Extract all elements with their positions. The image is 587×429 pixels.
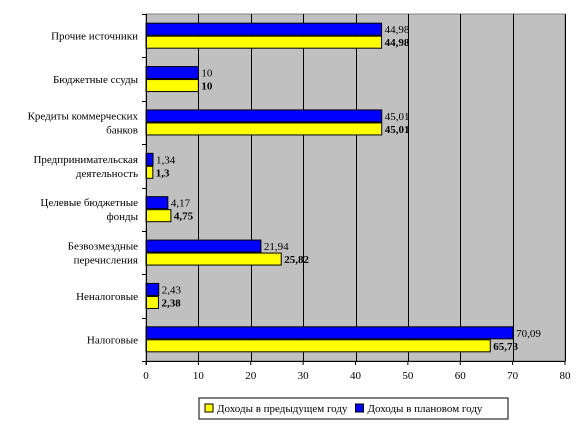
category-label: деятельность: [76, 168, 138, 180]
bar-planned: [145, 109, 383, 123]
data-label: 65,73: [493, 341, 518, 353]
data-label: 2,43: [162, 284, 182, 296]
bar-previous: [145, 252, 282, 266]
data-label: 4,75: [174, 211, 194, 223]
legend-label: Доходы в плановом году: [367, 403, 482, 415]
bar-planned: [145, 196, 169, 210]
category-label: Безвозмездные: [68, 241, 138, 253]
x-tick-label: 40: [350, 370, 362, 382]
data-label: 10: [201, 81, 213, 93]
bar-planned: [145, 22, 383, 36]
category-label: Предпринимательская: [33, 154, 138, 166]
data-label: 1,3: [156, 167, 170, 179]
bar-previous: [145, 79, 199, 93]
category-label: Неналоговые: [76, 291, 138, 303]
category-label: Бюджетные ссуды: [53, 74, 139, 86]
gridlines: [198, 14, 566, 361]
data-label: 45,01: [385, 124, 410, 136]
bar-previous: [145, 35, 383, 49]
bars: [145, 22, 514, 353]
category-label: Налоговые: [87, 334, 138, 346]
x-tick-label: 0: [143, 370, 149, 382]
legend-swatch: [354, 403, 364, 413]
bar-planned: [145, 326, 514, 340]
x-tick-label: 60: [455, 370, 467, 382]
data-label: 4,17: [171, 198, 191, 210]
bar-previous: [145, 122, 383, 136]
x-tick-label: 70: [507, 370, 519, 382]
data-label: 25,82: [284, 254, 309, 266]
bar-previous: [145, 295, 159, 309]
legend-box: [198, 397, 509, 420]
x-tick-label: 20: [245, 370, 257, 382]
data-label: 2,38: [161, 297, 181, 309]
legend-swatch: [204, 403, 214, 413]
x-tick-label: 50: [402, 370, 414, 382]
legend: Доходы в предыдущем году Доходы в планово…: [198, 397, 509, 420]
bar-planned: [145, 66, 199, 80]
bar-previous: [145, 339, 491, 353]
data-label: 44,98: [385, 24, 410, 36]
category-label: фонды: [106, 211, 138, 223]
data-label: 70,09: [516, 328, 541, 340]
category-label: банков: [106, 124, 138, 136]
plot-area: [145, 13, 566, 362]
data-label: 44,98: [385, 37, 410, 49]
bar-planned: [145, 152, 154, 166]
data-label: 45,01: [385, 111, 410, 123]
x-tick-label: 10: [193, 370, 205, 382]
category-label: Кредиты коммерческих: [28, 110, 139, 122]
x-tick-label: 30: [298, 370, 310, 382]
bar-planned: [145, 239, 262, 253]
data-label: 1,34: [156, 154, 176, 166]
bar-planned: [145, 282, 160, 296]
category-label: Целевые бюджетные: [40, 197, 138, 209]
legend-label: Доходы в предыдущем году: [217, 403, 348, 415]
category-label: перечисления: [74, 255, 138, 267]
category-label: Прочие источники: [51, 31, 138, 43]
data-label: 21,94: [264, 241, 289, 253]
bar-previous: [145, 165, 154, 179]
x-tick-label: 80: [560, 370, 572, 382]
data-label: 10: [201, 68, 213, 80]
bar-previous: [145, 209, 172, 223]
axes: 0 10 20 30 40 50 60 70 80: [142, 14, 571, 382]
